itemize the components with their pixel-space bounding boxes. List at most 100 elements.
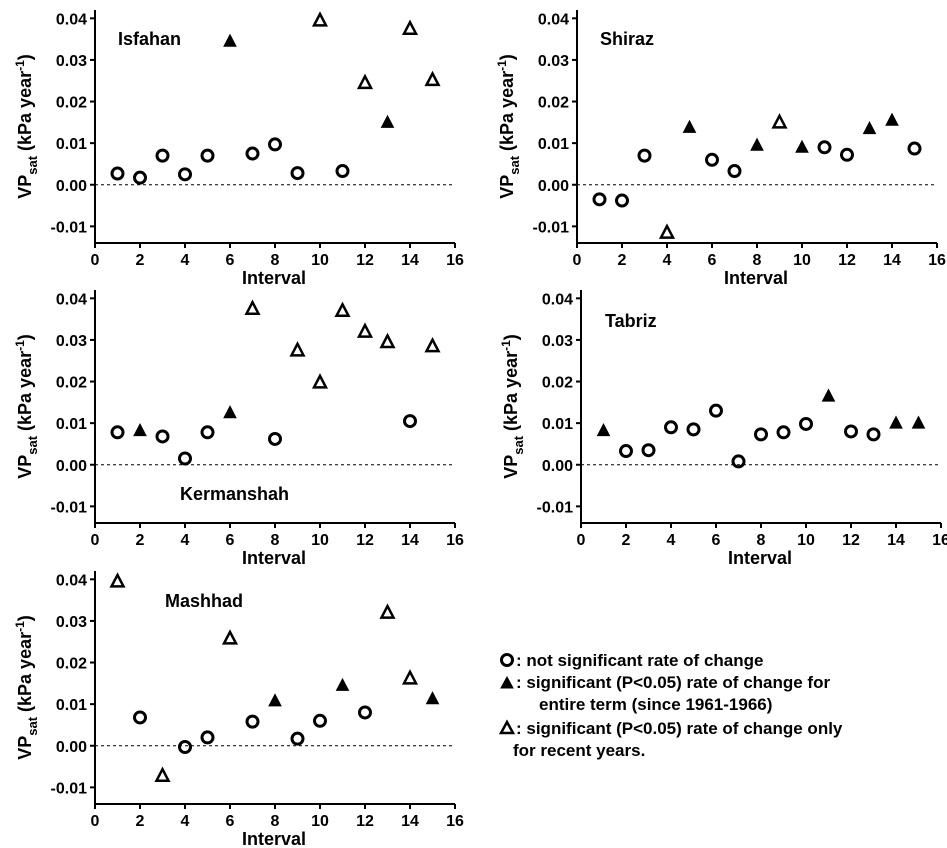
x-tick-label: 0 bbox=[91, 813, 100, 830]
data-point-open-circle bbox=[358, 705, 372, 720]
data-point-filled-triangle bbox=[821, 388, 836, 402]
x-tick-label: 0 bbox=[91, 252, 100, 269]
data-point-open-triangle bbox=[109, 572, 126, 588]
y-tick-label: 0.01 bbox=[56, 136, 87, 153]
legend-item-significant-recent: : significant (P<0.05) rate of change on… bbox=[498, 719, 843, 760]
y-axis-title-unit: (kPa year bbox=[501, 351, 521, 436]
y-axis-title-main: VP bbox=[497, 175, 517, 199]
y-axis-title-exp: -1 bbox=[495, 60, 509, 71]
data-point-open-triangle bbox=[401, 669, 419, 685]
y-tick-label: 0.03 bbox=[56, 333, 87, 350]
panel-title: Mashhad bbox=[165, 591, 243, 611]
data-point-open-circle bbox=[245, 714, 260, 729]
data-point-filled-triangle bbox=[133, 423, 147, 437]
data-point-open-triangle bbox=[424, 70, 441, 87]
data-point-open-circle bbox=[155, 148, 170, 163]
x-tick-label: 2 bbox=[136, 813, 145, 830]
y-axis-title-unit: (kPa year bbox=[15, 71, 35, 156]
panel-shiraz: 0 2 4 6 8 10 12 14 16 0.04 0.03 0.02 0.01 0.00 -0.01 In… bbox=[495, 10, 946, 288]
legend-text-significant-recent: : significant (P<0.05) rate of change on… bbox=[516, 719, 843, 738]
y-axis-title-exp: -1 bbox=[13, 621, 27, 632]
data-point-open-circle bbox=[200, 148, 215, 163]
y-tick-label: 0.01 bbox=[542, 416, 573, 433]
y-tick-label: 0.04 bbox=[56, 572, 87, 589]
y-axis-title-main: VP bbox=[15, 175, 35, 199]
x-tick-label: 14 bbox=[883, 252, 901, 269]
x-tick-label: 16 bbox=[446, 532, 464, 549]
data-point-open-triangle bbox=[424, 336, 441, 353]
y-axis-title-exp: -1 bbox=[499, 340, 513, 351]
data-point-open-triangle bbox=[401, 19, 419, 35]
panel-title: Isfahan bbox=[118, 29, 181, 49]
y-tick-label: 0.02 bbox=[56, 95, 87, 112]
y-axis-title: VPsat (kPa year-1) bbox=[499, 334, 526, 479]
data-point-open-circle bbox=[178, 739, 192, 754]
data-point-open-circle bbox=[844, 424, 858, 439]
x-tick-label: 16 bbox=[446, 813, 464, 830]
open-circle-marker bbox=[500, 653, 514, 667]
data-point-filled-triangle bbox=[862, 120, 877, 135]
data-point-filled-triangle bbox=[223, 405, 237, 419]
x-tick-label: 4 bbox=[667, 532, 676, 549]
x-tick-label: 10 bbox=[311, 252, 329, 269]
x-tick-label: 16 bbox=[928, 252, 946, 269]
y-axis-title-close: ) bbox=[15, 54, 35, 60]
y-tick-label: 0.04 bbox=[56, 291, 87, 308]
data-point-open-circle bbox=[907, 141, 922, 156]
data-point-open-triangle bbox=[154, 766, 171, 782]
x-axis-title: Interval bbox=[242, 268, 306, 288]
legend-item-significant-entire: : significant (P<0.05) rate of change fo… bbox=[500, 673, 830, 714]
y-axis-title-main: VP bbox=[501, 455, 521, 479]
data-point-open-circle bbox=[727, 164, 742, 179]
y-tick-label: 0.02 bbox=[542, 375, 573, 392]
data-point-open-circle bbox=[133, 710, 147, 725]
x-tick-label: 14 bbox=[401, 532, 419, 549]
y-tick-label: 0.00 bbox=[56, 458, 87, 475]
data-point-open-circle bbox=[403, 414, 417, 429]
data-point-open-circle bbox=[290, 166, 305, 181]
y-axis-title: VPsat (kPa year-1) bbox=[495, 54, 522, 199]
x-tick-label: 14 bbox=[401, 252, 419, 269]
data-point-open-circle bbox=[619, 444, 633, 459]
data-point-filled-triangle bbox=[795, 139, 809, 153]
x-axis-title: Interval bbox=[242, 548, 306, 568]
x-tick-label: 6 bbox=[226, 813, 235, 830]
data-point-filled-triangle bbox=[885, 112, 899, 126]
x-tick-label: 6 bbox=[708, 252, 717, 269]
x-tick-label: 4 bbox=[663, 252, 672, 269]
x-tick-label: 8 bbox=[753, 252, 762, 269]
data-point-open-circle bbox=[335, 164, 350, 179]
legend-text-significant-entire: : significant (P<0.05) rate of change fo… bbox=[516, 673, 830, 692]
x-tick-label: 4 bbox=[181, 532, 190, 549]
y-tick-label: -0.01 bbox=[537, 499, 574, 516]
y-axis-title-close: ) bbox=[15, 334, 35, 340]
x-tick-label: 12 bbox=[838, 252, 856, 269]
data-point-open-triangle bbox=[311, 11, 329, 27]
y-tick-label: 0.01 bbox=[56, 697, 87, 714]
x-tick-label: 10 bbox=[311, 813, 329, 830]
data-point-open-circle bbox=[268, 137, 282, 152]
y-tick-label: 0.02 bbox=[56, 656, 87, 673]
open-triangle-marker bbox=[498, 719, 516, 735]
data-point-open-circle bbox=[817, 140, 832, 155]
data-point-open-triangle bbox=[379, 332, 396, 349]
x-axis-title: Interval bbox=[242, 829, 306, 848]
legend-text-significant-entire-2: entire term (since 1961-1966) bbox=[539, 695, 772, 714]
data-point-open-circle bbox=[245, 146, 260, 161]
y-tick-label: 0.00 bbox=[56, 739, 87, 756]
data-point-filled-triangle bbox=[750, 137, 764, 151]
data-point-open-circle bbox=[200, 425, 215, 440]
x-tick-label: 8 bbox=[757, 532, 766, 549]
data-point-open-circle bbox=[866, 427, 881, 442]
y-tick-label: -0.01 bbox=[533, 219, 570, 236]
x-tick-label: 6 bbox=[226, 532, 235, 549]
data-point-open-circle bbox=[110, 425, 125, 440]
data-point-open-triangle bbox=[356, 73, 374, 90]
y-axis-title-unit: (kPa year bbox=[15, 632, 35, 717]
data-point-filled-triangle bbox=[682, 119, 697, 133]
y-tick-label: 0.04 bbox=[56, 11, 87, 28]
x-tick-label: 12 bbox=[356, 532, 374, 549]
x-tick-label: 6 bbox=[226, 252, 235, 269]
y-tick-label: 0.01 bbox=[56, 416, 87, 433]
